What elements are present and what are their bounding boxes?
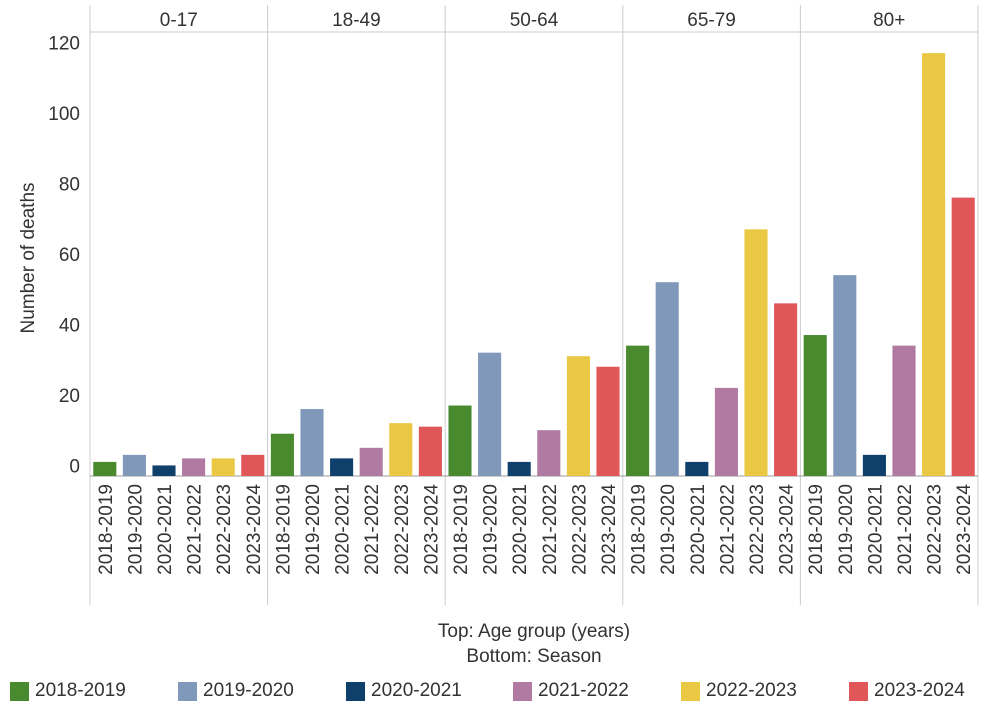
season-tick-label: 2020-2021 xyxy=(865,484,886,575)
bar xyxy=(122,454,146,476)
bar xyxy=(833,275,857,476)
legend-item: 2023-2024 xyxy=(849,680,965,702)
bar xyxy=(418,426,442,476)
y-tick-label: 60 xyxy=(59,245,80,266)
bar xyxy=(270,433,294,476)
legend-item: 2021-2022 xyxy=(513,680,629,702)
y-tick-label: 100 xyxy=(48,104,80,125)
bar xyxy=(922,53,946,477)
season-tick-label: 2020-2021 xyxy=(510,484,531,575)
season-tick-label: 2022-2023 xyxy=(214,484,235,575)
season-tick-label: 2019-2020 xyxy=(481,484,502,575)
legend-label: 2021-2022 xyxy=(538,680,629,701)
season-tick-label: 2021-2022 xyxy=(540,484,561,575)
season-tick-label: 2018-2019 xyxy=(451,484,472,575)
age-group-header: 80+ xyxy=(873,10,905,31)
x-axis-title: Top: Age group (years) xyxy=(438,621,630,642)
bar xyxy=(774,303,798,476)
season-tick-label: 2019-2020 xyxy=(303,484,324,575)
bar xyxy=(862,454,886,476)
season-tick-label: 2022-2023 xyxy=(925,484,946,575)
bar xyxy=(389,423,413,476)
chart-legend: 2018-2019 2019-2020 2020-2021 2021-2022 2022… xyxy=(0,680,981,706)
bar xyxy=(330,458,354,476)
bar xyxy=(507,461,531,476)
season-tick-label: 2023-2024 xyxy=(954,484,975,575)
bar xyxy=(685,461,709,476)
bar xyxy=(714,387,738,476)
season-tick-label: 2022-2023 xyxy=(569,484,590,575)
age-group-header: 65-79 xyxy=(687,10,736,31)
bar xyxy=(182,458,206,476)
season-tick-label: 2023-2024 xyxy=(599,484,620,575)
legend-swatch xyxy=(10,681,29,701)
season-tick-label: 2023-2024 xyxy=(777,484,798,575)
bar xyxy=(448,405,472,476)
bar xyxy=(655,282,679,476)
legend-item: 2018-2019 xyxy=(10,680,126,702)
season-tick-label: 2021-2022 xyxy=(717,484,738,575)
legend-label: 2019-2020 xyxy=(203,680,294,701)
legend-swatch xyxy=(178,681,197,701)
season-tick-label: 2020-2021 xyxy=(333,484,354,575)
bar xyxy=(478,352,502,476)
legend-swatch xyxy=(513,681,532,701)
bar xyxy=(93,461,117,476)
season-tick-label: 2021-2022 xyxy=(895,484,916,575)
bar xyxy=(803,335,827,476)
season-tick-label: 2018-2019 xyxy=(273,484,294,575)
season-tick-label: 2021-2022 xyxy=(362,484,383,575)
season-tick-label: 2019-2020 xyxy=(836,484,857,575)
season-tick-label: 2020-2021 xyxy=(155,484,176,575)
bar xyxy=(951,197,975,476)
y-axis-title: Number of deaths xyxy=(18,182,39,333)
bar xyxy=(211,458,235,476)
bar xyxy=(596,366,620,476)
legend-item: 2022-2023 xyxy=(681,680,797,702)
legend-label: 2018-2019 xyxy=(35,680,126,701)
bar xyxy=(744,229,768,476)
age-group-header: 18-49 xyxy=(332,10,381,31)
bar xyxy=(300,409,324,476)
season-tick-label: 2022-2023 xyxy=(747,484,768,575)
legend-swatch xyxy=(681,681,700,701)
y-tick-label: 0 xyxy=(69,456,80,477)
legend-swatch xyxy=(849,681,868,701)
age-group-header: 50-64 xyxy=(510,10,559,31)
season-tick-label: 2021-2022 xyxy=(185,484,206,575)
season-tick-label: 2019-2020 xyxy=(658,484,679,575)
legend-item: 2019-2020 xyxy=(178,680,294,702)
x-axis-title: Bottom: Season xyxy=(466,646,601,667)
season-tick-label: 2023-2024 xyxy=(244,484,265,575)
bar xyxy=(566,356,590,476)
legend-label: 2020-2021 xyxy=(371,680,462,701)
bar xyxy=(241,454,265,476)
bar xyxy=(152,465,176,476)
legend-item: 2020-2021 xyxy=(346,680,462,702)
bar xyxy=(359,447,383,476)
bar xyxy=(537,430,561,476)
bar xyxy=(892,345,916,476)
bar xyxy=(626,345,650,476)
y-tick-label: 20 xyxy=(59,386,80,407)
season-tick-label: 2022-2023 xyxy=(392,484,413,575)
legend-label: 2022-2023 xyxy=(706,680,797,701)
y-tick-label: 120 xyxy=(48,34,80,55)
season-tick-label: 2023-2024 xyxy=(421,484,442,575)
y-tick-label: 80 xyxy=(59,175,80,196)
season-tick-label: 2018-2019 xyxy=(96,484,117,575)
legend-swatch xyxy=(346,681,365,701)
season-tick-label: 2020-2021 xyxy=(688,484,709,575)
season-tick-label: 2018-2019 xyxy=(806,484,827,575)
y-tick-label: 40 xyxy=(59,315,80,336)
age-group-header: 0-17 xyxy=(160,10,198,31)
season-tick-label: 2019-2020 xyxy=(125,484,146,575)
season-tick-label: 2018-2019 xyxy=(629,484,650,575)
legend-label: 2023-2024 xyxy=(874,680,965,701)
bar-chart: 0-17 18-49 50-64 65-79 80+ 0 20 40 60 80 100 120 Num… xyxy=(18,5,979,667)
